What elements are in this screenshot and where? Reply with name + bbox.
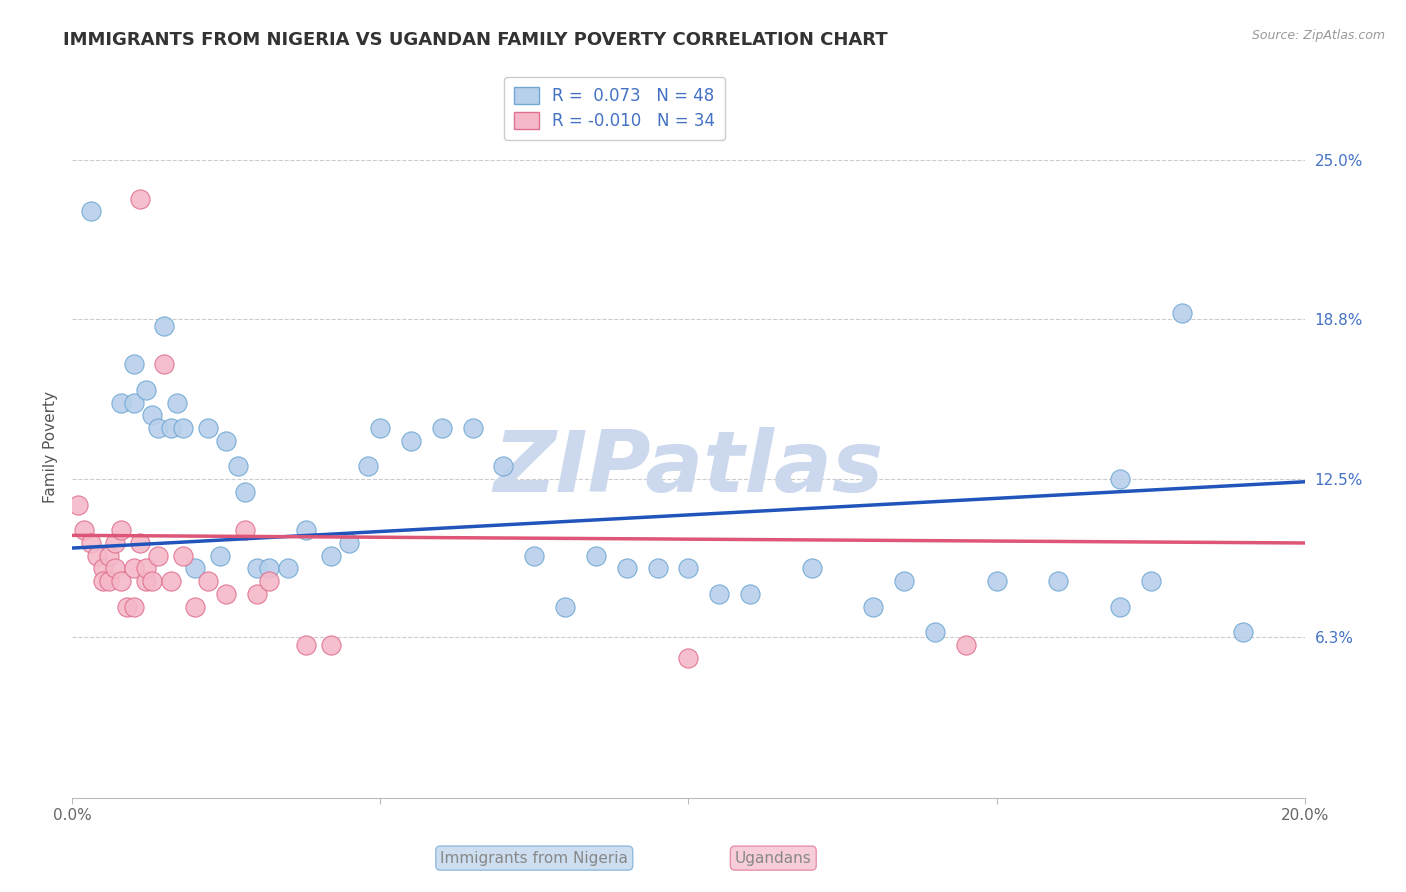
Point <box>228 459 250 474</box>
Text: Source: ZipAtlas.com: Source: ZipAtlas.com <box>1251 29 1385 42</box>
Point <box>110 523 132 537</box>
Point <box>523 549 546 563</box>
Point <box>110 395 132 409</box>
Point <box>159 421 181 435</box>
Point <box>461 421 484 435</box>
Point <box>141 574 163 589</box>
Point <box>98 574 121 589</box>
Point <box>259 574 281 589</box>
Point <box>128 536 150 550</box>
Point <box>368 421 391 435</box>
Point <box>924 625 946 640</box>
Point <box>104 561 127 575</box>
Point <box>585 549 607 563</box>
Point <box>492 459 515 474</box>
Point <box>430 421 453 435</box>
Point <box>67 498 90 512</box>
Point <box>184 599 207 614</box>
Point <box>135 383 157 397</box>
Point <box>337 536 360 550</box>
Point <box>166 395 188 409</box>
Point <box>91 561 114 575</box>
Point <box>277 561 299 575</box>
Point <box>208 549 231 563</box>
Point <box>986 574 1008 589</box>
Point <box>246 561 269 575</box>
Point <box>110 574 132 589</box>
Point <box>135 561 157 575</box>
Point <box>153 319 176 334</box>
Point <box>148 549 170 563</box>
Point <box>295 523 318 537</box>
Point <box>159 574 181 589</box>
Point <box>1232 625 1254 640</box>
Point <box>122 358 145 372</box>
Point <box>148 421 170 435</box>
Point <box>122 395 145 409</box>
Point <box>122 561 145 575</box>
Point <box>215 434 238 448</box>
Point <box>554 599 576 614</box>
Point <box>98 549 121 563</box>
Legend: R =  0.073   N = 48, R = -0.010   N = 34: R = 0.073 N = 48, R = -0.010 N = 34 <box>503 77 725 140</box>
Point <box>678 650 700 665</box>
Y-axis label: Family Poverty: Family Poverty <box>44 392 58 503</box>
Point <box>153 358 176 372</box>
Point <box>893 574 915 589</box>
Text: IMMIGRANTS FROM NIGERIA VS UGANDAN FAMILY POVERTY CORRELATION CHART: IMMIGRANTS FROM NIGERIA VS UGANDAN FAMIL… <box>63 31 889 49</box>
Point <box>800 561 823 575</box>
Point <box>357 459 380 474</box>
Text: ZIPatlas: ZIPatlas <box>494 427 883 510</box>
Point <box>91 574 114 589</box>
Point <box>233 485 256 500</box>
Point <box>128 192 150 206</box>
Point <box>1170 306 1192 320</box>
Point <box>86 549 108 563</box>
Text: Immigrants from Nigeria: Immigrants from Nigeria <box>440 851 628 865</box>
Point <box>955 638 977 652</box>
Point <box>79 204 101 219</box>
Text: Ugandans: Ugandans <box>735 851 811 865</box>
Point <box>215 587 238 601</box>
Point <box>259 561 281 575</box>
Point <box>862 599 884 614</box>
Point <box>678 561 700 575</box>
Point <box>197 421 219 435</box>
Point <box>197 574 219 589</box>
Point <box>122 599 145 614</box>
Point <box>1047 574 1070 589</box>
Point <box>104 536 127 550</box>
Point <box>172 549 194 563</box>
Point <box>246 587 269 601</box>
Point <box>117 599 139 614</box>
Point <box>79 536 101 550</box>
Point <box>1108 472 1130 486</box>
Point <box>616 561 638 575</box>
Point <box>319 638 342 652</box>
Point <box>184 561 207 575</box>
Point <box>295 638 318 652</box>
Point <box>709 587 731 601</box>
Point <box>647 561 669 575</box>
Point <box>172 421 194 435</box>
Point <box>399 434 422 448</box>
Point <box>738 587 761 601</box>
Point <box>233 523 256 537</box>
Point <box>135 574 157 589</box>
Point <box>1139 574 1161 589</box>
Point <box>73 523 96 537</box>
Point <box>1108 599 1130 614</box>
Point <box>319 549 342 563</box>
Point <box>141 409 163 423</box>
